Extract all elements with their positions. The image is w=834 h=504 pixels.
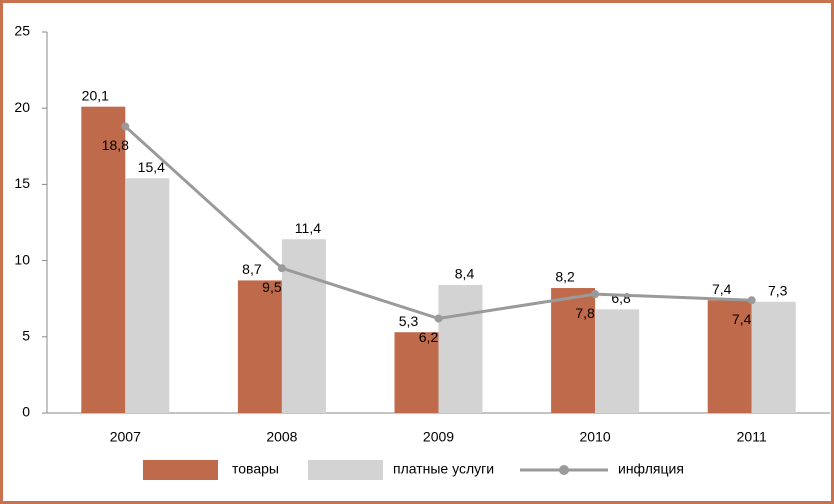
line-point: [277, 264, 286, 273]
data-label: 20,1: [82, 87, 109, 103]
bar: [394, 332, 439, 413]
bar: [125, 178, 170, 413]
legend-marker: [559, 465, 569, 475]
legend-label: инфляция: [618, 461, 684, 477]
x-tick-label: 2011: [737, 429, 767, 445]
bar: [595, 309, 640, 413]
data-label: 11,4: [295, 220, 321, 236]
y-tick-label: 20: [14, 99, 30, 115]
data-label: 8,7: [242, 261, 262, 277]
data-label: 7,4: [712, 281, 732, 297]
line-point: [591, 290, 600, 299]
bar: [751, 301, 796, 413]
x-tick-label: 2008: [266, 429, 297, 445]
line-point: [121, 122, 130, 131]
data-label: 7,3: [768, 282, 788, 298]
data-label: 8,4: [455, 266, 475, 282]
data-label: 7,4: [732, 311, 752, 327]
data-label: 8,2: [555, 269, 575, 285]
bar: [707, 300, 752, 413]
y-tick-label: 15: [14, 175, 30, 191]
legend-swatch: [308, 460, 383, 480]
bar: [81, 106, 126, 414]
x-tick-label: 2010: [580, 429, 611, 445]
y-tick-label: 25: [14, 23, 30, 39]
y-tick-label: 0: [22, 404, 30, 420]
data-label: 18,8: [102, 137, 129, 153]
bar: [551, 288, 596, 413]
y-tick-label: 10: [14, 251, 30, 267]
legend-label: товары: [232, 461, 279, 477]
line-point: [747, 296, 756, 305]
y-tick-label: 5: [22, 328, 30, 344]
x-tick-label: 2007: [110, 429, 141, 445]
bar: [281, 239, 326, 413]
bar: [237, 280, 282, 413]
bar: [438, 284, 483, 413]
data-label: 5,3: [399, 313, 419, 329]
legend-label: платные услуги: [393, 461, 494, 477]
data-label: 15,4: [138, 159, 165, 175]
data-label: 9,5: [262, 279, 282, 295]
data-label: 7,8: [575, 305, 595, 321]
line-point: [434, 314, 443, 323]
data-label: 6,8: [611, 290, 631, 306]
x-tick-label: 2009: [423, 429, 454, 445]
data-label: 6,2: [419, 329, 439, 345]
legend-swatch: [143, 460, 218, 480]
